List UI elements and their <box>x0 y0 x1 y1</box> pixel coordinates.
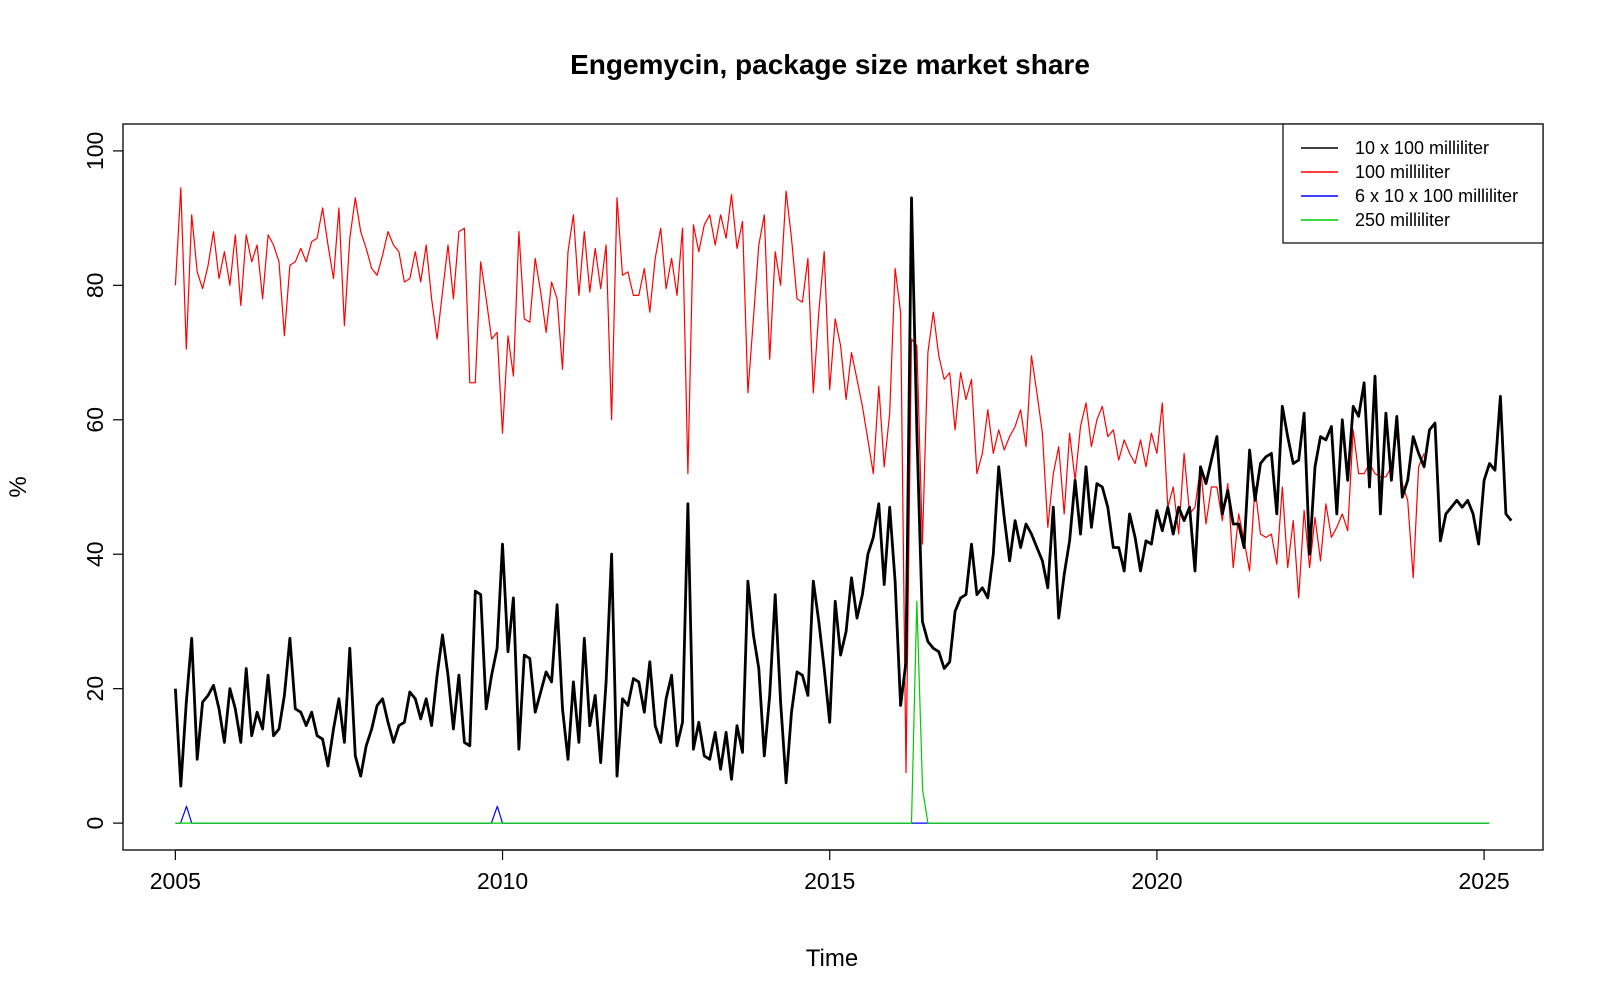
legend-label: 250 milliliter <box>1355 210 1450 230</box>
y-tick-label: 0 <box>82 817 108 830</box>
series-line-1 <box>174 187 1425 774</box>
x-tick-label: 2020 <box>1131 868 1182 894</box>
series-line-3 <box>175 600 1490 824</box>
legend-label: 6 x 10 x 100 milliliter <box>1355 186 1518 206</box>
legend: 10 x 100 milliliter 100 milliliter 6 x 10 … <box>1282 123 1544 244</box>
x-axis-label: Time <box>806 945 858 972</box>
y-tick-label: 20 <box>82 676 108 702</box>
legend-label: 100 milliliter <box>1355 162 1450 182</box>
series-layer <box>174 187 1513 824</box>
series-line-2 <box>175 805 1490 824</box>
y-axis: 0 20 40 60 80 100 <box>82 132 124 830</box>
y-tick-label: 100 <box>82 132 108 170</box>
y-tick-label: 60 <box>82 407 108 433</box>
y-tick-label: 40 <box>82 541 108 567</box>
y-tick-label: 80 <box>82 273 108 299</box>
series-line-0 <box>174 196 1513 788</box>
y-axis-label: % <box>5 476 32 497</box>
chart-title: Engemycin, package size market share <box>570 49 1090 80</box>
x-tick-label: 2015 <box>804 868 855 894</box>
x-tick-label: 2005 <box>150 868 201 894</box>
x-tick-label: 2025 <box>1459 868 1510 894</box>
x-tick-label: 2010 <box>477 868 528 894</box>
legend-label: 10 x 100 milliliter <box>1355 138 1489 158</box>
legend-box <box>1282 123 1544 244</box>
x-axis: 2005 2010 2015 2020 2025 <box>150 849 1510 894</box>
